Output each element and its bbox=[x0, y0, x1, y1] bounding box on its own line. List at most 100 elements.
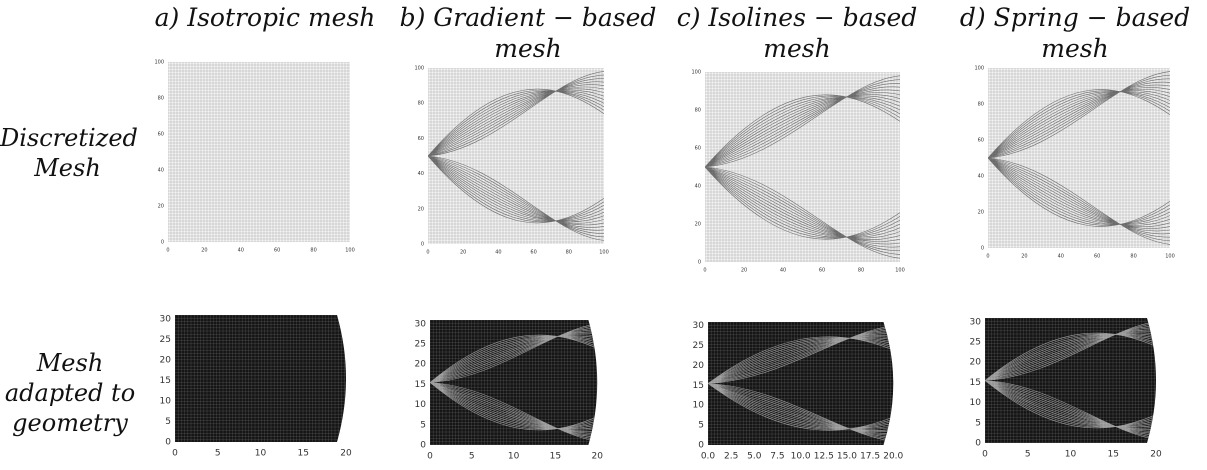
y-tick-label: 0 bbox=[165, 438, 171, 448]
y-tick-label: 60 bbox=[695, 146, 701, 152]
y-tick-label: 20 bbox=[695, 222, 701, 228]
mesh bbox=[168, 62, 350, 242]
y-tick-label: 80 bbox=[418, 101, 424, 107]
x-tick-label: 12.5 bbox=[814, 452, 834, 462]
x-tick-label: 40 bbox=[495, 250, 501, 256]
y-tick-label: 0 bbox=[161, 240, 164, 246]
x-tick-label: 0 bbox=[172, 449, 178, 459]
x-tick-label: 0 bbox=[426, 250, 429, 256]
y-tick-label: 100 bbox=[691, 70, 701, 76]
x-tick-label: 40 bbox=[1058, 254, 1064, 260]
y-tick-label: 60 bbox=[418, 136, 424, 142]
x-tick-label: 7.5 bbox=[770, 452, 784, 462]
mesh-curves bbox=[708, 324, 894, 443]
y-tick-label: 10 bbox=[415, 400, 427, 410]
x-tick-label: 0 bbox=[427, 452, 433, 462]
y-tick-label: 80 bbox=[158, 96, 164, 102]
mesh-panel: 0 20 40 60 80 100 0 20 40 60 80 100 bbox=[414, 66, 608, 256]
y-tick-label: 40 bbox=[418, 171, 424, 177]
mesh bbox=[988, 68, 1170, 248]
x-tick-label: 15 bbox=[550, 452, 561, 462]
x-tick-label: 100 bbox=[895, 268, 905, 274]
x-tick-label: 0 bbox=[982, 450, 988, 460]
y-tick-label: 20 bbox=[160, 355, 172, 365]
y-tick-label: 0 bbox=[698, 260, 701, 266]
mesh bbox=[430, 320, 598, 445]
y-tick-label: 20 bbox=[415, 360, 427, 370]
column-title: b) Gradient − based mesh bbox=[399, 3, 657, 63]
mesh-panel: 0 20 40 60 80 100 0 20 40 60 80 100 bbox=[691, 70, 904, 274]
x-tick-label: 0.0 bbox=[701, 452, 716, 462]
x-tick-label: 60 bbox=[1094, 254, 1100, 260]
mesh-curves bbox=[428, 71, 604, 241]
y-tick-label: 100 bbox=[974, 66, 984, 72]
mesh-curves bbox=[988, 71, 1170, 245]
mesh-bg bbox=[705, 72, 900, 262]
x-tick-label: 20.0 bbox=[883, 452, 903, 462]
y-tick-label: 25 bbox=[415, 339, 426, 349]
y-tick-label: 0 bbox=[981, 246, 984, 252]
x-tick-label: 80 bbox=[1130, 254, 1136, 260]
y-tick-label: 0 bbox=[421, 242, 424, 248]
y-tick-label: 10 bbox=[693, 401, 705, 411]
x-tick-label: 20 bbox=[340, 449, 352, 459]
y-tick-label: 5 bbox=[420, 420, 426, 430]
row-label: Discretized Mesh bbox=[0, 124, 138, 182]
y-tick-label: 100 bbox=[414, 66, 424, 72]
y-tick-label: 15 bbox=[693, 381, 704, 391]
x-tick-label: 5.0 bbox=[747, 452, 762, 462]
y-tick-label: 15 bbox=[415, 380, 426, 390]
mesh-lines bbox=[428, 68, 604, 244]
x-tick-label: 80 bbox=[858, 268, 864, 274]
y-tick-label: 10 bbox=[970, 398, 982, 408]
mesh bbox=[705, 72, 900, 262]
x-tick-label: 20 bbox=[201, 248, 207, 254]
mesh-curves bbox=[705, 75, 900, 259]
x-tick-label: 15 bbox=[298, 449, 309, 459]
x-tick-label: 10 bbox=[255, 449, 267, 459]
mesh-bg bbox=[708, 322, 894, 445]
y-tick-label: 80 bbox=[978, 102, 984, 108]
y-tick-label: 5 bbox=[165, 417, 171, 427]
x-tick-label: 20 bbox=[1150, 450, 1162, 460]
x-tick-label: 5 bbox=[1025, 450, 1031, 460]
x-tick-label: 5 bbox=[469, 452, 475, 462]
y-tick-label: 20 bbox=[158, 204, 164, 210]
x-tick-label: 10.0 bbox=[791, 452, 811, 462]
x-tick-label: 40 bbox=[238, 248, 244, 254]
x-tick-label: 40 bbox=[780, 268, 786, 274]
mesh bbox=[175, 315, 346, 442]
y-tick-label: 0 bbox=[975, 439, 981, 449]
y-tick-label: 60 bbox=[158, 132, 164, 138]
x-tick-label: 0 bbox=[986, 254, 989, 260]
mesh-lines bbox=[175, 315, 346, 442]
x-tick-label: 0 bbox=[166, 248, 169, 254]
y-tick-label: 10 bbox=[160, 396, 172, 406]
y-tick-label: 5 bbox=[698, 421, 704, 431]
mesh-lines bbox=[708, 322, 894, 445]
y-tick-label: 25 bbox=[970, 337, 981, 347]
x-tick-label: 15.0 bbox=[837, 452, 857, 462]
x-tick-label: 20 bbox=[1021, 254, 1027, 260]
mesh-lines bbox=[705, 72, 900, 262]
mesh bbox=[708, 322, 894, 445]
x-tick-label: 20 bbox=[591, 452, 603, 462]
column-title: c) Isolines − based mesh bbox=[676, 3, 918, 63]
y-tick-label: 60 bbox=[978, 138, 984, 144]
x-tick-label: 10 bbox=[1065, 450, 1077, 460]
x-tick-label: 15 bbox=[1108, 450, 1119, 460]
y-tick-label: 40 bbox=[695, 184, 701, 190]
x-tick-label: 60 bbox=[819, 268, 825, 274]
x-tick-label: 100 bbox=[345, 248, 355, 254]
y-tick-label: 25 bbox=[693, 341, 704, 351]
x-tick-label: 20 bbox=[460, 250, 466, 256]
x-tick-label: 60 bbox=[274, 248, 280, 254]
y-tick-label: 5 bbox=[975, 418, 981, 428]
x-tick-label: 0 bbox=[703, 268, 706, 274]
y-tick-label: 30 bbox=[970, 317, 982, 327]
y-tick-label: 15 bbox=[160, 376, 171, 386]
mesh-panel: 0 20 40 60 80 100 0 20 40 60 80 100 bbox=[974, 66, 1174, 260]
mesh-panel: 0 5 10 15 20 0 5 10 15 20 25 30 bbox=[970, 317, 1162, 460]
